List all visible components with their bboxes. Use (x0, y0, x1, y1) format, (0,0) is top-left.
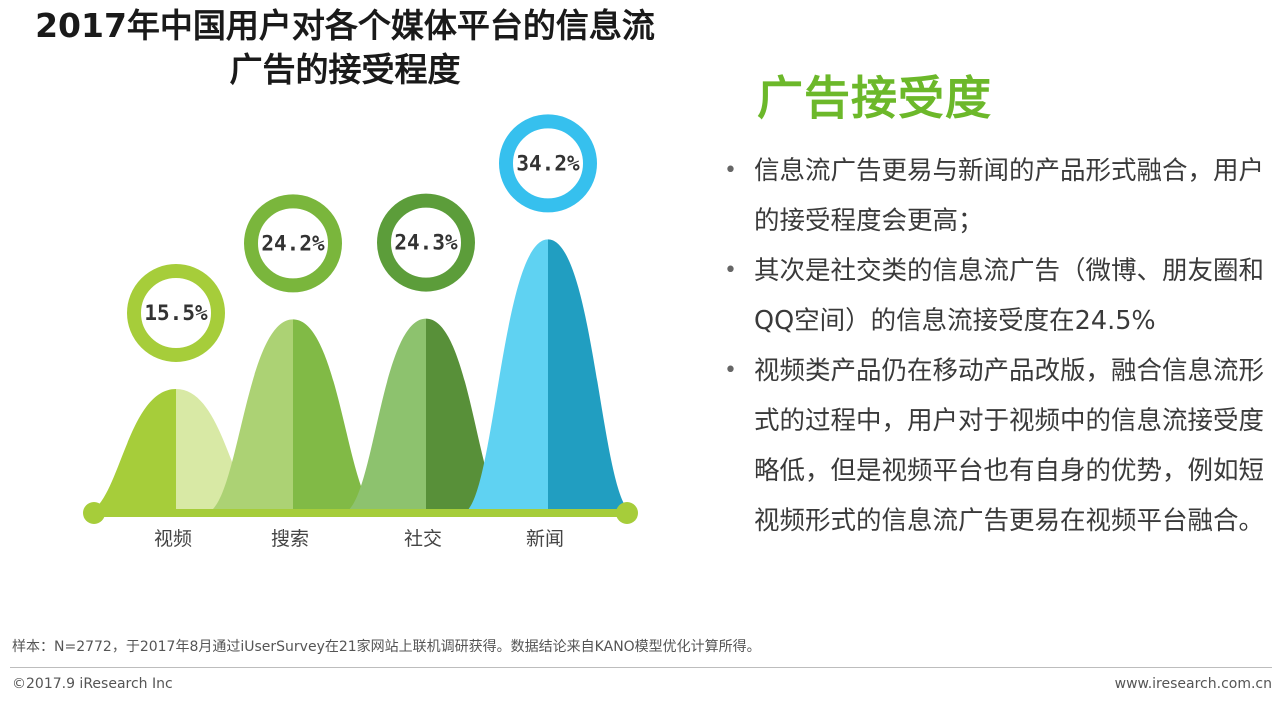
website-link[interactable]: www.iresearch.com.cn (1114, 676, 1272, 692)
category-label: 视频 (154, 528, 192, 550)
value-ring-4 (499, 114, 597, 213)
bullet-item: • 其次是社交类的信息流广告（微博、朋友圈和QQ空间）的信息流接受度在24.5% (724, 246, 1269, 346)
hill-4-left (462, 239, 548, 513)
chart-title: 2017年中国用户对各个媒体平台的信息流 广告的接受程度 (0, 4, 690, 92)
category-label: 社交 (404, 528, 442, 550)
category-label: 搜索 (271, 528, 309, 550)
bullet-text: 信息流广告更易与新闻的产品形式融合，用户的接受程度会更高； (754, 156, 1265, 236)
baseline-start-dot (83, 502, 105, 524)
bullet-dot-icon: • (724, 158, 737, 183)
bullet-text: 其次是社交类的信息流广告（微博、朋友圈和QQ空间）的信息流接受度在24.5% (754, 256, 1265, 336)
value-ring-3 (377, 193, 475, 292)
category-label: 新闻 (526, 528, 564, 550)
hill-3-left (342, 318, 426, 513)
chart-title-line-1: 2017年中国用户对各个媒体平台的信息流 (35, 6, 655, 45)
bullet-dot-icon: • (724, 358, 737, 383)
bullet-item: • 视频类产品仍在移动产品改版，融合信息流形式的过程中，用户对于视频中的信息流接受… (724, 346, 1269, 546)
value-label: 15.5% (144, 301, 208, 325)
hill-2-right (293, 319, 381, 513)
baseline (94, 509, 627, 517)
value-label: 24.2% (261, 231, 325, 255)
hill-3-right (426, 318, 510, 513)
hill-1-left (84, 389, 176, 513)
hill-4-right (548, 239, 634, 513)
footer-divider (10, 667, 1272, 668)
baseline-end-dot (616, 502, 638, 524)
value-ring-2 (244, 194, 342, 293)
bullet-dot-icon: • (724, 258, 737, 283)
bullet-item: • 信息流广告更易与新闻的产品形式融合，用户的接受程度会更高； (724, 146, 1269, 246)
hill-1-right (176, 389, 268, 513)
copyright: ©2017.9 iResearch Inc (12, 676, 173, 692)
hill-2-left (205, 319, 293, 513)
bullet-list: • 信息流广告更易与新闻的产品形式融合，用户的接受程度会更高； • 其次是社交类的信… (724, 146, 1269, 546)
sample-note: 样本：N=2772，于2017年8月通过iUserSurvey在21家网站上联机… (12, 639, 761, 655)
value-ring-1 (127, 264, 225, 362)
value-label: 34.2% (516, 151, 580, 175)
panel-heading: 广告接受度 (757, 71, 992, 125)
bullet-text: 视频类产品仍在移动产品改版，融合信息流形式的过程中，用户对于视频中的信息流接受度… (754, 356, 1265, 536)
acceptance-chart: 15.5% 24.2% 24.3% 34.2% 视频 搜索 社交 新闻 (83, 114, 638, 550)
value-label: 24.3% (394, 231, 458, 255)
chart-title-line-2: 广告的接受程度 (229, 50, 461, 89)
